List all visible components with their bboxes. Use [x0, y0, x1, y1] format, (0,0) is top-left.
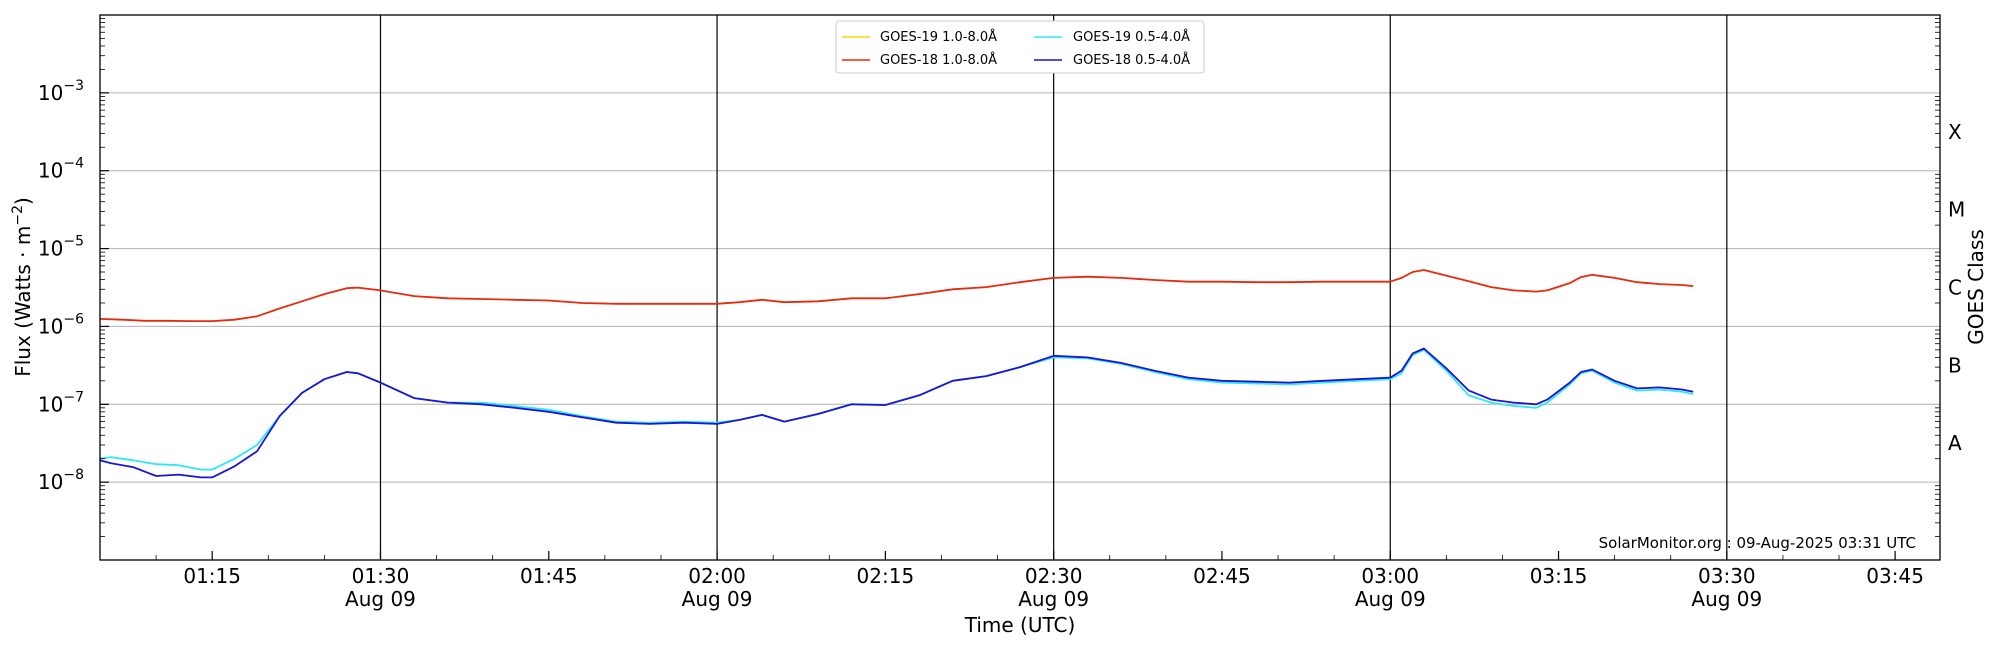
y-tick-label: 10−6 — [38, 311, 84, 338]
x-tick-label: 02:30 — [1025, 564, 1083, 588]
goes-class-label-a: A — [1948, 431, 1962, 455]
goes-class-label-m: M — [1948, 198, 1965, 222]
x-tick-label: 03:15 — [1530, 564, 1588, 588]
goes-class-labels: A B C M X — [1948, 120, 1965, 455]
legend-label-goes19-short: GOES-19 0.5-4.0Å — [1073, 29, 1190, 45]
credit-text: SolarMonitor.org : 09-Aug-2025 03:31 UTC — [1599, 534, 1916, 552]
goes-class-label-x: X — [1948, 120, 1962, 144]
legend-label-goes18-long: GOES-18 1.0-8.0Å — [880, 52, 997, 68]
x-tick-label: 01:30 — [352, 564, 410, 588]
x-tick-label: 02:15 — [857, 564, 915, 588]
y-tick-label: 10−8 — [38, 467, 84, 494]
x-tick-label: 01:45 — [520, 564, 578, 588]
x-tick-date-label: Aug 09 — [1018, 587, 1089, 611]
goes-class-label-b: B — [1948, 353, 1962, 377]
y-tick-label: 10−4 — [38, 156, 84, 183]
gridlines — [100, 92, 1940, 483]
day-marker-lines — [379, 15, 1728, 560]
x-tick-label: 03:30 — [1698, 564, 1756, 588]
right-axis-title: GOES Class — [1964, 229, 1988, 345]
legend-label-goes18-short: GOES-18 0.5-4.0Å — [1073, 52, 1190, 68]
legend-label-goes19-long: GOES-19 1.0-8.0Å — [880, 29, 997, 45]
x-tick-date-label: Aug 09 — [1691, 587, 1762, 611]
legend-box — [835, 20, 1205, 74]
x-tick-label: 02:45 — [1193, 564, 1251, 588]
x-tick-label: 01:15 — [183, 564, 241, 588]
goes-class-label-c: C — [1948, 276, 1962, 300]
x-tick-date-label: Aug 09 — [1355, 587, 1426, 611]
plot-frame — [99, 14, 1941, 561]
y-axis-ticks: 10−8 10−7 10−6 10−5 10−4 10−3 — [38, 18, 1940, 537]
y-tick-label: 10−5 — [38, 234, 84, 261]
x-tick-date-label: Aug 09 — [345, 587, 416, 611]
series-line-3 — [99, 348, 1694, 471]
y-tick-label: 10−7 — [38, 389, 84, 416]
y-tick-label: 10−3 — [38, 78, 84, 105]
x-axis-title: Time (UTC) — [964, 613, 1076, 637]
series-line-4 — [99, 347, 1694, 479]
y-axis-title: Flux (Watts · m−2) — [10, 197, 35, 377]
x-tick-label: 02:00 — [688, 564, 746, 588]
legend: GOES-19 1.0-8.0Å GOES-18 1.0-8.0Å GOES-1… — [835, 20, 1205, 74]
series-line-2 — [99, 269, 1694, 323]
series-lines — [99, 269, 1694, 479]
x-tick-date-label: Aug 09 — [682, 587, 753, 611]
x-tick-label: 03:00 — [1361, 564, 1419, 588]
x-tick-label: 03:45 — [1866, 564, 1924, 588]
